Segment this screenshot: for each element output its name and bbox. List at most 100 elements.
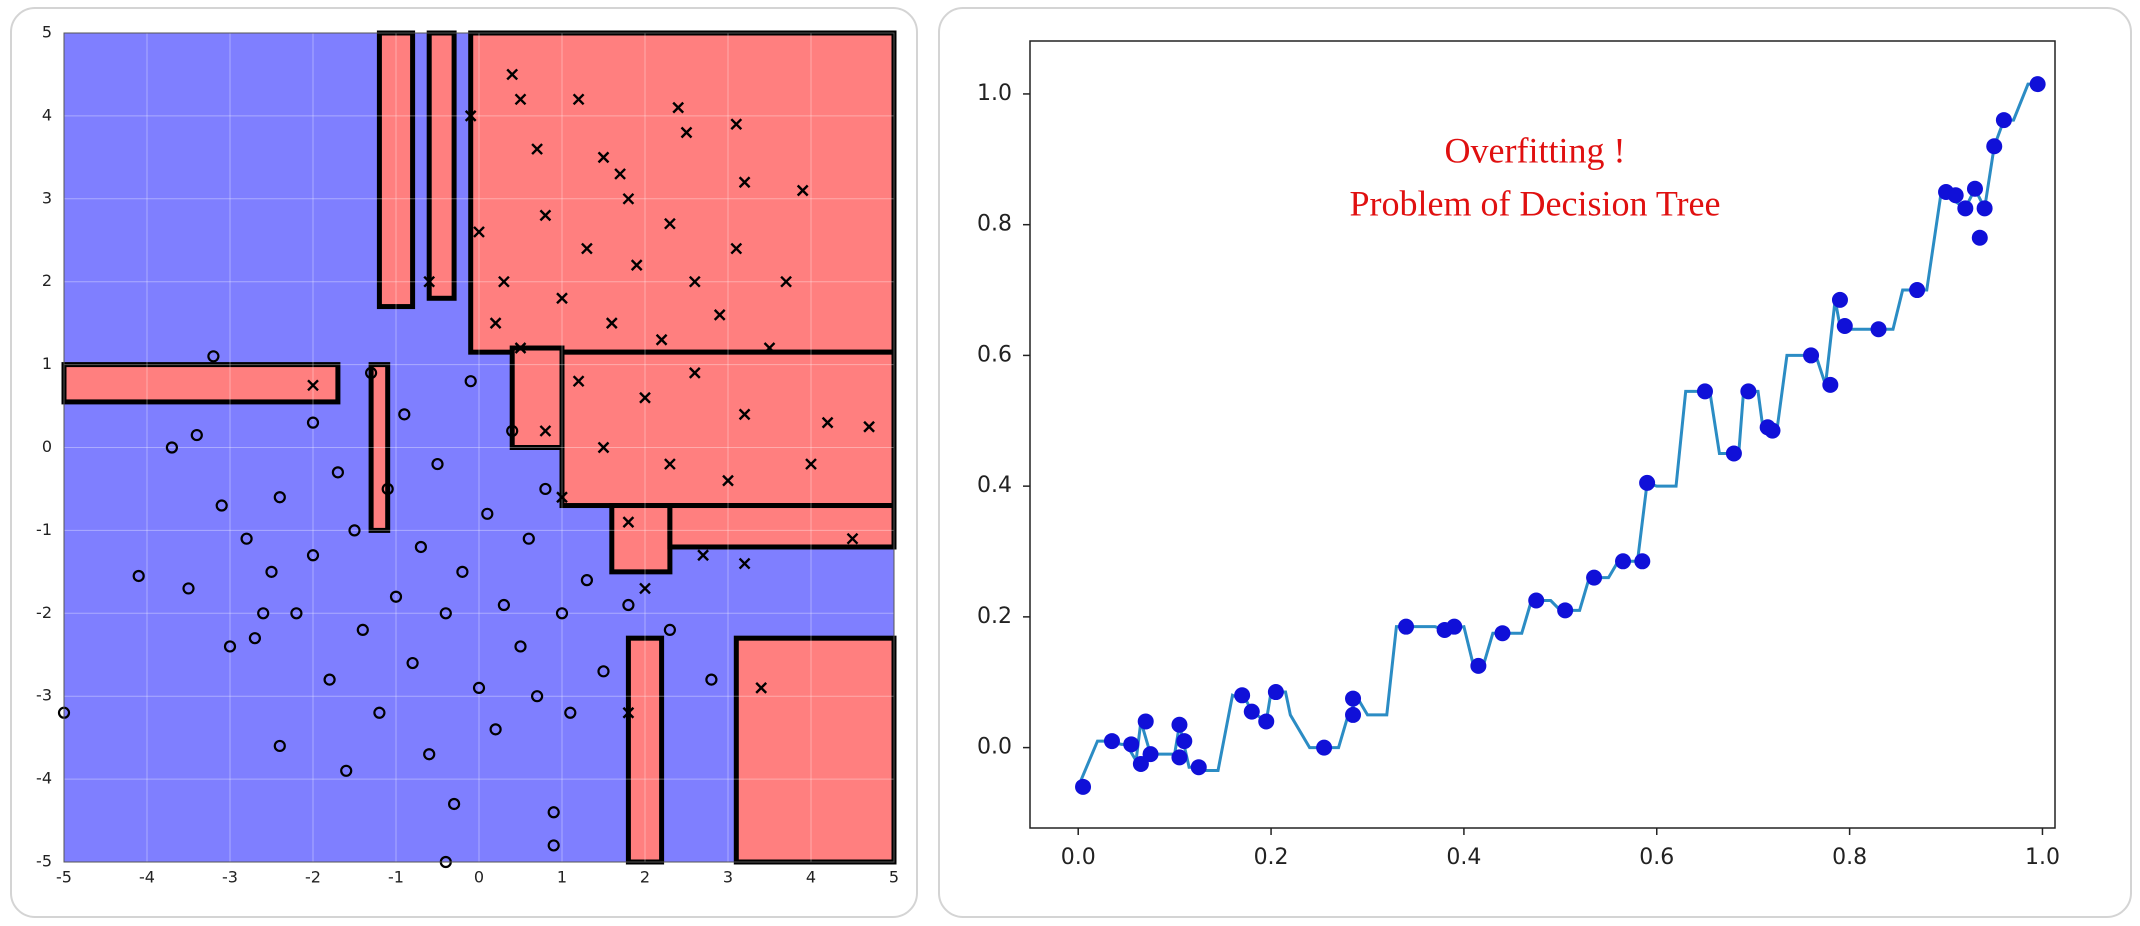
y-tick-label: -1 [36,520,52,539]
point-circle [207,350,220,363]
data-point [1639,474,1656,491]
point-circle [165,441,178,454]
point-circle [580,574,594,587]
x-tick-label: 0.2 [1254,845,1289,870]
point-circle [306,416,320,429]
point-cross [556,292,568,305]
point-cross [423,275,436,288]
point-circle [240,532,253,545]
point-circle [381,482,394,496]
point-circle [439,607,452,620]
point-circle [547,839,560,852]
data-point [2029,76,2046,93]
point-circle [323,673,336,686]
data-point [1075,778,1092,795]
point-cross [730,118,743,131]
data-point [1132,755,1149,772]
y-tick-label: 0 [42,437,52,456]
point-circle [522,532,535,545]
point-circle [464,375,477,388]
point-cross [738,408,751,421]
point-cross [664,458,676,470]
annotation: Problem of Decision Tree [1350,183,1721,223]
data-point [1986,138,2003,155]
point-cross [688,367,701,379]
point-cross [863,420,875,433]
point-circle [182,582,195,595]
y-tick-label: -5 [36,852,52,871]
point-cross [680,126,693,139]
y-tick-label: 0.8 [977,212,1012,237]
point-cross [722,474,734,487]
x-tick-label: 0 [474,868,484,887]
x-tick-label: -1 [388,868,404,887]
point-cross [821,416,834,429]
point-cross [531,143,543,155]
x-tick-label: -4 [139,868,155,887]
data-point [1345,706,1362,723]
y-tick-label: -2 [36,603,52,622]
point-circle [265,565,278,578]
data-point [1803,347,1820,364]
point-cross [539,209,552,222]
point-circle [290,607,303,620]
point-circle [431,457,444,471]
data-point [1243,703,1260,720]
x-tick-label: 1 [557,868,567,887]
point-cross [498,275,510,288]
x-tick-label: 3 [723,868,733,887]
data-point [1103,733,1120,750]
data-point [1446,618,1463,635]
data-point [1494,625,1511,642]
point-cross [605,317,618,329]
point-circle [306,549,320,562]
decision-region [426,30,457,301]
data-point [1123,736,1140,753]
data-point [1171,716,1188,733]
point-circle [547,806,560,819]
point-cross [738,176,751,189]
point-cross [688,275,701,288]
point-cross [597,441,610,454]
data-point [1696,383,1713,400]
point-circle [273,739,286,753]
point-circle [456,565,469,578]
x-tick-label: 0.8 [1832,845,1867,870]
point-cross [473,226,485,238]
point-circle [348,524,361,537]
point-cross [464,110,477,122]
plot-frame [63,32,895,863]
point-circle [539,482,552,496]
point-cross [622,192,635,205]
point-circle [190,428,203,442]
x-tick-label: 0.6 [1639,845,1674,870]
point-circle [622,598,635,612]
point-cross [780,275,792,288]
point-cross [307,379,319,392]
point-circle [248,632,261,645]
y-tick-label: -3 [36,686,52,705]
data-point [1234,687,1251,704]
decision-region [733,635,897,865]
point-cross [672,101,685,114]
point-cross [730,242,743,255]
decision-region [609,503,673,575]
data-point [1615,553,1632,570]
point-cross [614,168,626,180]
data-point [1316,739,1333,756]
point-cross [581,242,593,255]
point-cross [655,333,668,346]
point-cross [622,516,635,528]
data-point [1836,317,1853,334]
data-point [1764,422,1781,439]
x-tick-label: 0.4 [1446,845,1481,870]
y-tick-label: 0.0 [977,735,1012,760]
point-cross [763,342,776,354]
point-cross [664,217,676,230]
data-point [1258,713,1275,730]
y-tick-label: 0.2 [977,604,1012,629]
point-circle [223,640,237,653]
point-cross [639,582,651,595]
data-point [1725,445,1742,462]
y-tick-label: 0.4 [977,473,1012,498]
